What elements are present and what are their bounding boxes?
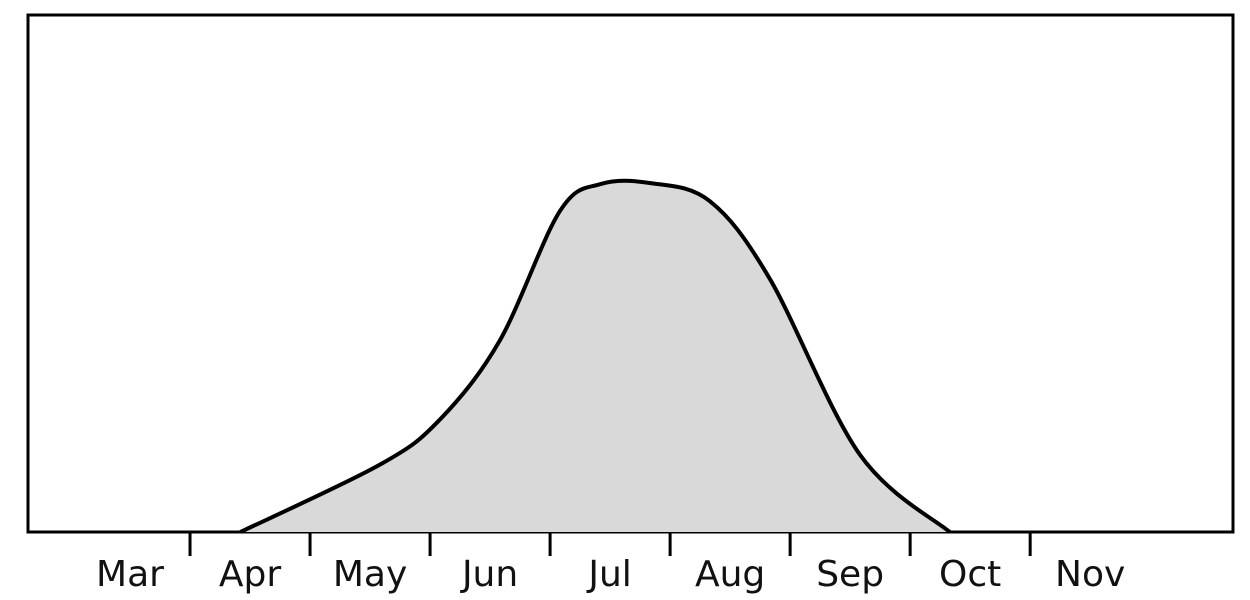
x-tick-label: Mar <box>96 554 164 595</box>
area-line <box>239 178 952 534</box>
x-tick-label: Sep <box>816 554 884 595</box>
area-fill <box>240 180 950 533</box>
x-tick-label: Jul <box>586 554 631 595</box>
x-tick-label: Nov <box>1055 554 1125 595</box>
x-tick-label: May <box>333 554 407 595</box>
x-tick-label: Oct <box>939 554 1001 595</box>
x-tick-label: Jun <box>460 554 518 595</box>
x-tick-label: Aug <box>695 554 765 595</box>
x-tick-label: Apr <box>219 554 281 595</box>
